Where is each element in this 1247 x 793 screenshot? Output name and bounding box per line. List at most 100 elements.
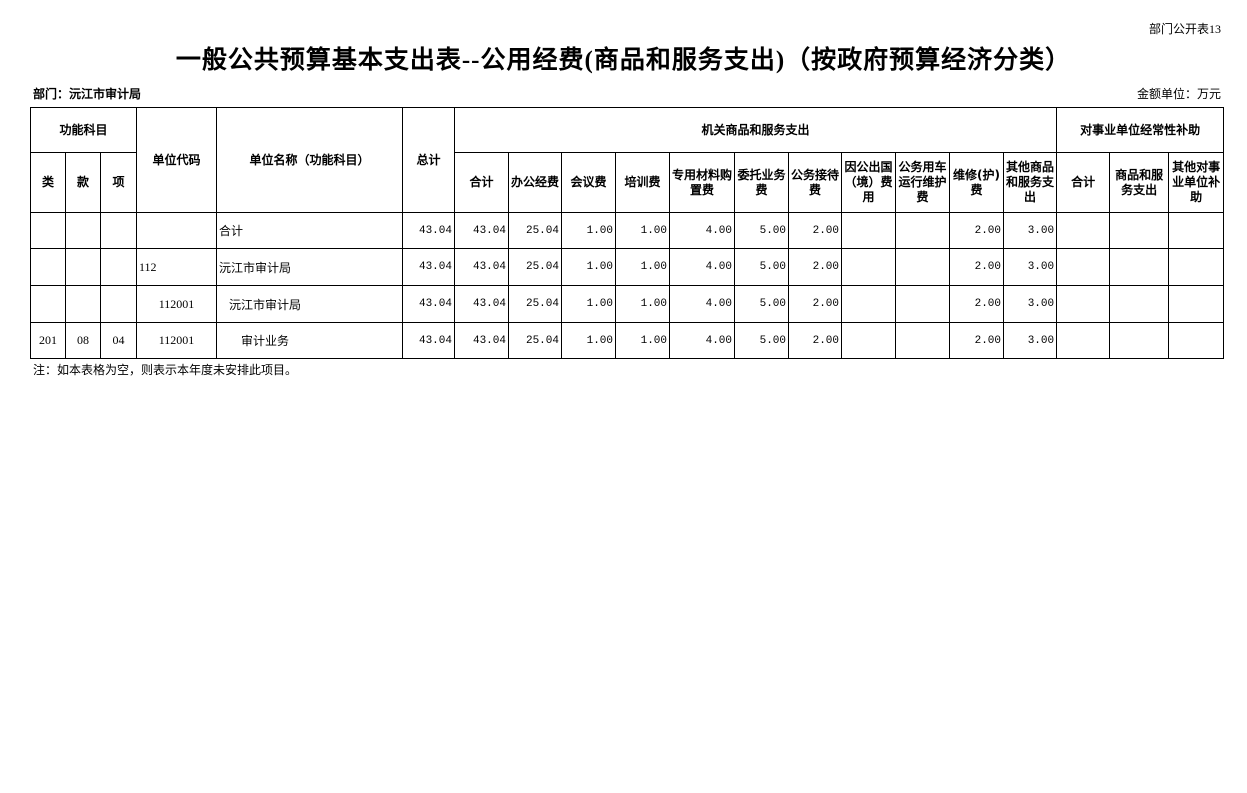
cell-value	[895, 322, 950, 359]
cell-value	[1168, 322, 1225, 359]
cell-value: 43.04	[454, 212, 509, 249]
header-kuan: 款	[65, 152, 101, 213]
table-row: 201 08 04 112001 审计业务 43.04 43.04 25.04 1.00 1.00…	[30, 322, 1225, 359]
cell-value	[1109, 248, 1170, 286]
cell-value: 4.00	[669, 322, 735, 359]
cell-value: 5.00	[734, 285, 789, 323]
cell-value: 2.00	[788, 285, 842, 323]
cell-value: 5.00	[734, 248, 789, 286]
cell-value	[1056, 322, 1111, 359]
table-row: 合计 43.04 43.04 25.04 1.00 1.00 4.00 5.00 2.00 2.0…	[30, 212, 1225, 249]
cell-unit-name: 沅江市审计局	[216, 248, 403, 286]
header-subsidy-col: 其他对事业单位补助	[1168, 152, 1225, 213]
cell-value	[1109, 322, 1170, 359]
cell-value	[1168, 285, 1225, 323]
cell-value: 2.00	[949, 212, 1004, 249]
header-goods-col: 公务接待费	[788, 152, 842, 213]
header-goods-col: 公务用车运行维护费	[895, 152, 950, 213]
cell-lei	[30, 285, 66, 323]
cell-value: 1.00	[561, 322, 616, 359]
cell-kuan	[65, 285, 101, 323]
header-goods-col: 其他商品和服务支出	[1002, 152, 1058, 213]
cell-kuan: 08	[65, 322, 101, 359]
table-row: 112 沅江市审计局 43.04 43.04 25.04 1.00 1.00 4.00 5.00…	[30, 248, 1225, 286]
cell-value	[841, 285, 896, 323]
cell-xiang	[100, 248, 137, 286]
cell-unit-name: 审计业务	[216, 322, 403, 359]
page-code: 部门公开表13	[1148, 22, 1221, 36]
cell-value: 25.04	[508, 285, 562, 323]
cell-unit-code: 112	[136, 248, 217, 286]
cell-kuan	[65, 212, 101, 249]
header-goods-col: 维修(护)费	[949, 152, 1004, 213]
cell-value: 43.04	[402, 212, 455, 249]
cell-xiang	[100, 285, 137, 323]
cell-unit-code	[136, 212, 217, 249]
header-goods-col: 委托业务费	[734, 152, 789, 213]
cell-value: 1.00	[615, 212, 670, 249]
cell-value	[1168, 248, 1225, 286]
cell-value: 1.00	[615, 322, 670, 359]
header-goods-col: 培训费	[615, 152, 670, 213]
header-goods-col: 专用材料购置费	[669, 152, 735, 213]
cell-value: 2.00	[788, 248, 842, 286]
cell-value: 3.00	[1002, 248, 1058, 286]
cell-value: 1.00	[561, 248, 616, 286]
cell-value: 4.00	[669, 212, 735, 249]
cell-lei: 201	[30, 322, 66, 359]
header-group-subsidy: 对事业单位经常性补助	[1056, 107, 1225, 153]
cell-xiang	[100, 212, 137, 249]
cell-value	[841, 322, 896, 359]
cell-value: 43.04	[454, 285, 509, 323]
cell-value: 43.04	[402, 248, 455, 286]
cell-lei	[30, 212, 66, 249]
cell-kuan	[65, 248, 101, 286]
department-label: 部门：沅江市审计局	[33, 87, 142, 101]
cell-value: 1.00	[615, 285, 670, 323]
cell-value	[1109, 285, 1170, 323]
cell-value	[1056, 212, 1111, 249]
cell-value	[841, 248, 896, 286]
header-functional-subject: 功能科目	[30, 107, 137, 153]
header-subsidy-col: 商品和服务支出	[1109, 152, 1170, 213]
header-goods-col: 合计	[454, 152, 509, 213]
cell-value: 3.00	[1002, 285, 1058, 323]
cell-lei	[30, 248, 66, 286]
cell-value: 2.00	[788, 322, 842, 359]
cell-value	[895, 212, 950, 249]
header-unit-code: 单位代码	[136, 107, 217, 213]
cell-value: 43.04	[402, 285, 455, 323]
cell-value: 1.00	[615, 248, 670, 286]
cell-value: 3.00	[1002, 212, 1058, 249]
table-row: 112001 沅江市审计局 43.04 43.04 25.04 1.00 1.00 4.00 5…	[30, 285, 1225, 323]
page-title: 一般公共预算基本支出表--公用经费(商品和服务支出)（按政府预算经济分类）	[175, 47, 1072, 74]
cell-value: 25.04	[508, 212, 562, 249]
header-group-goods: 机关商品和服务支出	[453, 107, 1058, 153]
cell-unit-code: 112001	[136, 322, 217, 359]
cell-value: 5.00	[734, 322, 789, 359]
cell-value	[841, 212, 896, 249]
cell-value	[1056, 285, 1111, 323]
cell-value: 1.00	[561, 212, 616, 249]
cell-value: 43.04	[402, 322, 455, 359]
cell-value	[895, 248, 950, 286]
header-xiang: 项	[100, 152, 137, 213]
header-goods-col: 因公出国（境）费用	[841, 152, 896, 213]
cell-value: 2.00	[949, 248, 1004, 286]
amount-unit-label: 金额单位：万元	[1136, 87, 1221, 101]
cell-value: 1.00	[561, 285, 616, 323]
cell-xiang: 04	[100, 322, 137, 359]
cell-value: 3.00	[1002, 322, 1058, 359]
cell-value: 5.00	[734, 212, 789, 249]
cell-value	[1168, 212, 1225, 249]
cell-value: 25.04	[508, 248, 562, 286]
header-total: 总计	[402, 107, 455, 213]
cell-value: 43.04	[454, 322, 509, 359]
cell-value	[895, 285, 950, 323]
cell-value: 2.00	[949, 322, 1004, 359]
cell-value: 2.00	[949, 285, 1004, 323]
cell-unit-code: 112001	[136, 285, 217, 323]
cell-unit-name: 合计	[216, 212, 403, 249]
table-note: 注：如本表格为空，则表示本年度未安排此项目。	[33, 363, 298, 377]
cell-value: 4.00	[669, 285, 735, 323]
